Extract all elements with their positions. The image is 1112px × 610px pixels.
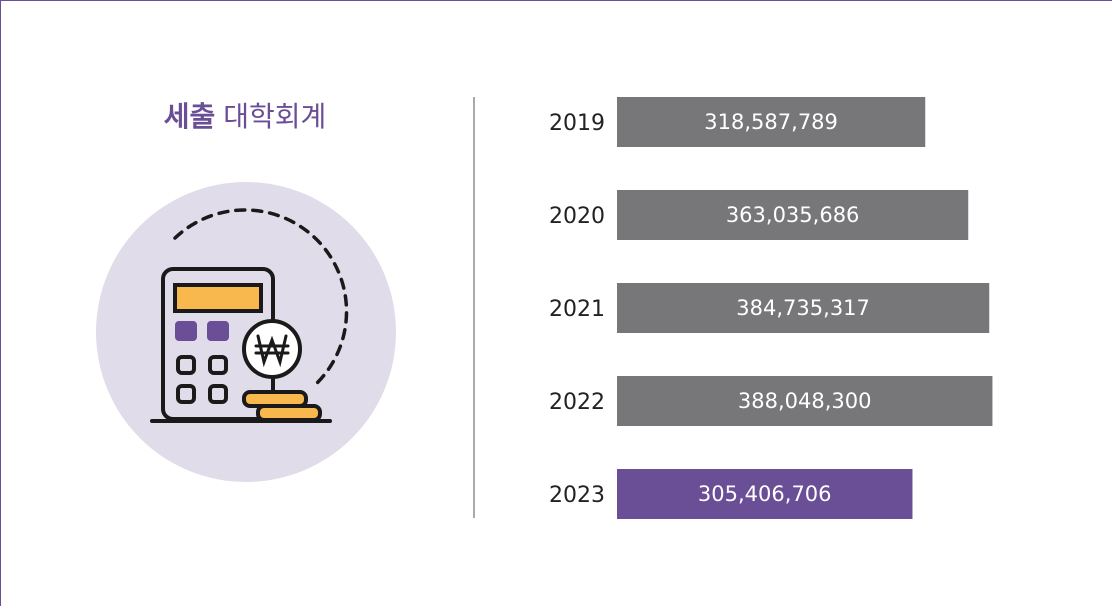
y-tick-label: 2021 bbox=[549, 297, 605, 322]
y-tick-label: 2023 bbox=[549, 483, 605, 508]
value-label: 388,048,300 bbox=[738, 389, 872, 413]
value-label: 363,035,686 bbox=[726, 203, 860, 227]
y-tick-label: 2020 bbox=[549, 204, 605, 229]
y-tick-label: 2019 bbox=[549, 111, 605, 136]
value-label: 318,587,789 bbox=[704, 110, 838, 134]
value-label: 384,735,317 bbox=[736, 296, 870, 320]
title-emphasis: 세출 bbox=[164, 100, 216, 133]
value-label: 305,406,706 bbox=[698, 482, 832, 506]
title-text: 대학회계 bbox=[223, 100, 326, 133]
y-tick-label: 2022 bbox=[549, 390, 605, 415]
